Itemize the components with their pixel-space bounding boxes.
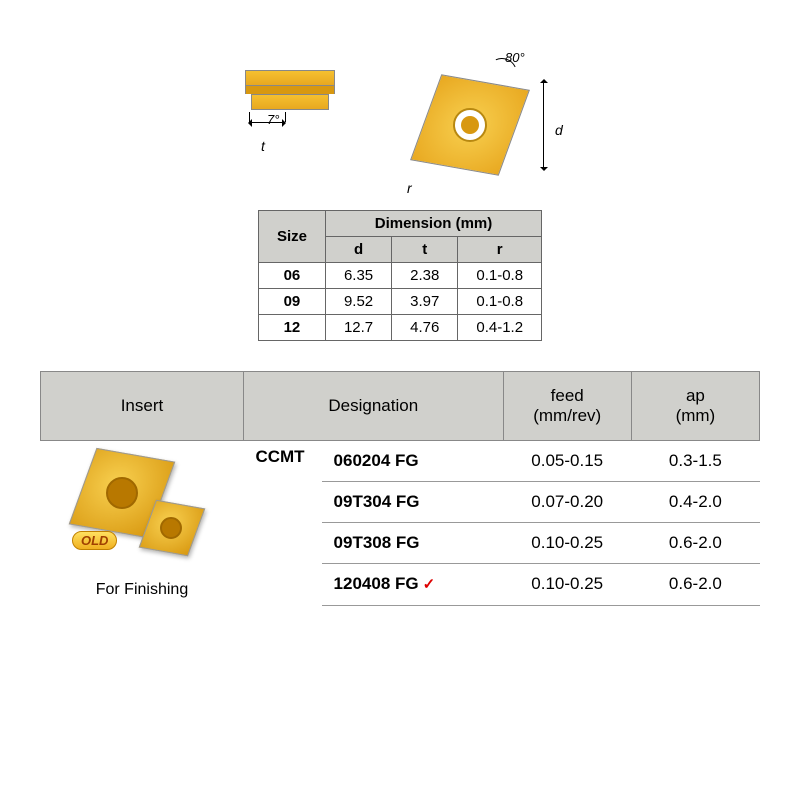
insert-header: Insert — [41, 372, 244, 441]
side-view-diagram: 7° t — [225, 50, 355, 160]
table-row: 12 12.7 4.76 0.4-1.2 — [258, 315, 541, 341]
col-t-header: t — [392, 237, 458, 263]
table-row: 06 6.35 2.38 0.1-0.8 — [258, 263, 541, 289]
col-d-header: d — [325, 237, 391, 263]
nose-angle-label: 80° — [505, 50, 525, 65]
insert-image: OLD — [72, 453, 212, 573]
dimension-header: Dimension (mm) — [325, 211, 541, 237]
size-header: Size — [258, 211, 325, 263]
thickness-label: t — [261, 138, 265, 154]
radius-label: r — [407, 180, 412, 196]
designation-header: Designation — [243, 372, 503, 441]
feed-header: feed (mm/rev) — [503, 372, 631, 441]
technical-diagram: 7° t 80° d r — [20, 50, 780, 200]
diameter-label: d — [555, 122, 563, 138]
table-row: 09 9.52 3.97 0.1-0.8 — [258, 289, 541, 315]
dimension-table: Size Dimension (mm) d t r 06 6.35 2.38 0… — [258, 210, 542, 341]
finishing-label: For Finishing — [53, 581, 232, 599]
checkmark-icon: ✓ — [423, 576, 436, 593]
table-row: OLD For Finishing CCMT 060204 FG 0.05-0.… — [41, 441, 760, 482]
old-badge: OLD — [72, 531, 117, 550]
top-view-diagram: 80° d r — [395, 50, 575, 200]
ccmt-label: CCMT — [243, 441, 321, 606]
relief-angle-label: 7° — [267, 112, 279, 127]
col-r-header: r — [458, 237, 542, 263]
ap-header: ap (mm) — [631, 372, 759, 441]
designation-table: Insert Designation feed (mm/rev) ap (mm)… — [40, 371, 760, 606]
